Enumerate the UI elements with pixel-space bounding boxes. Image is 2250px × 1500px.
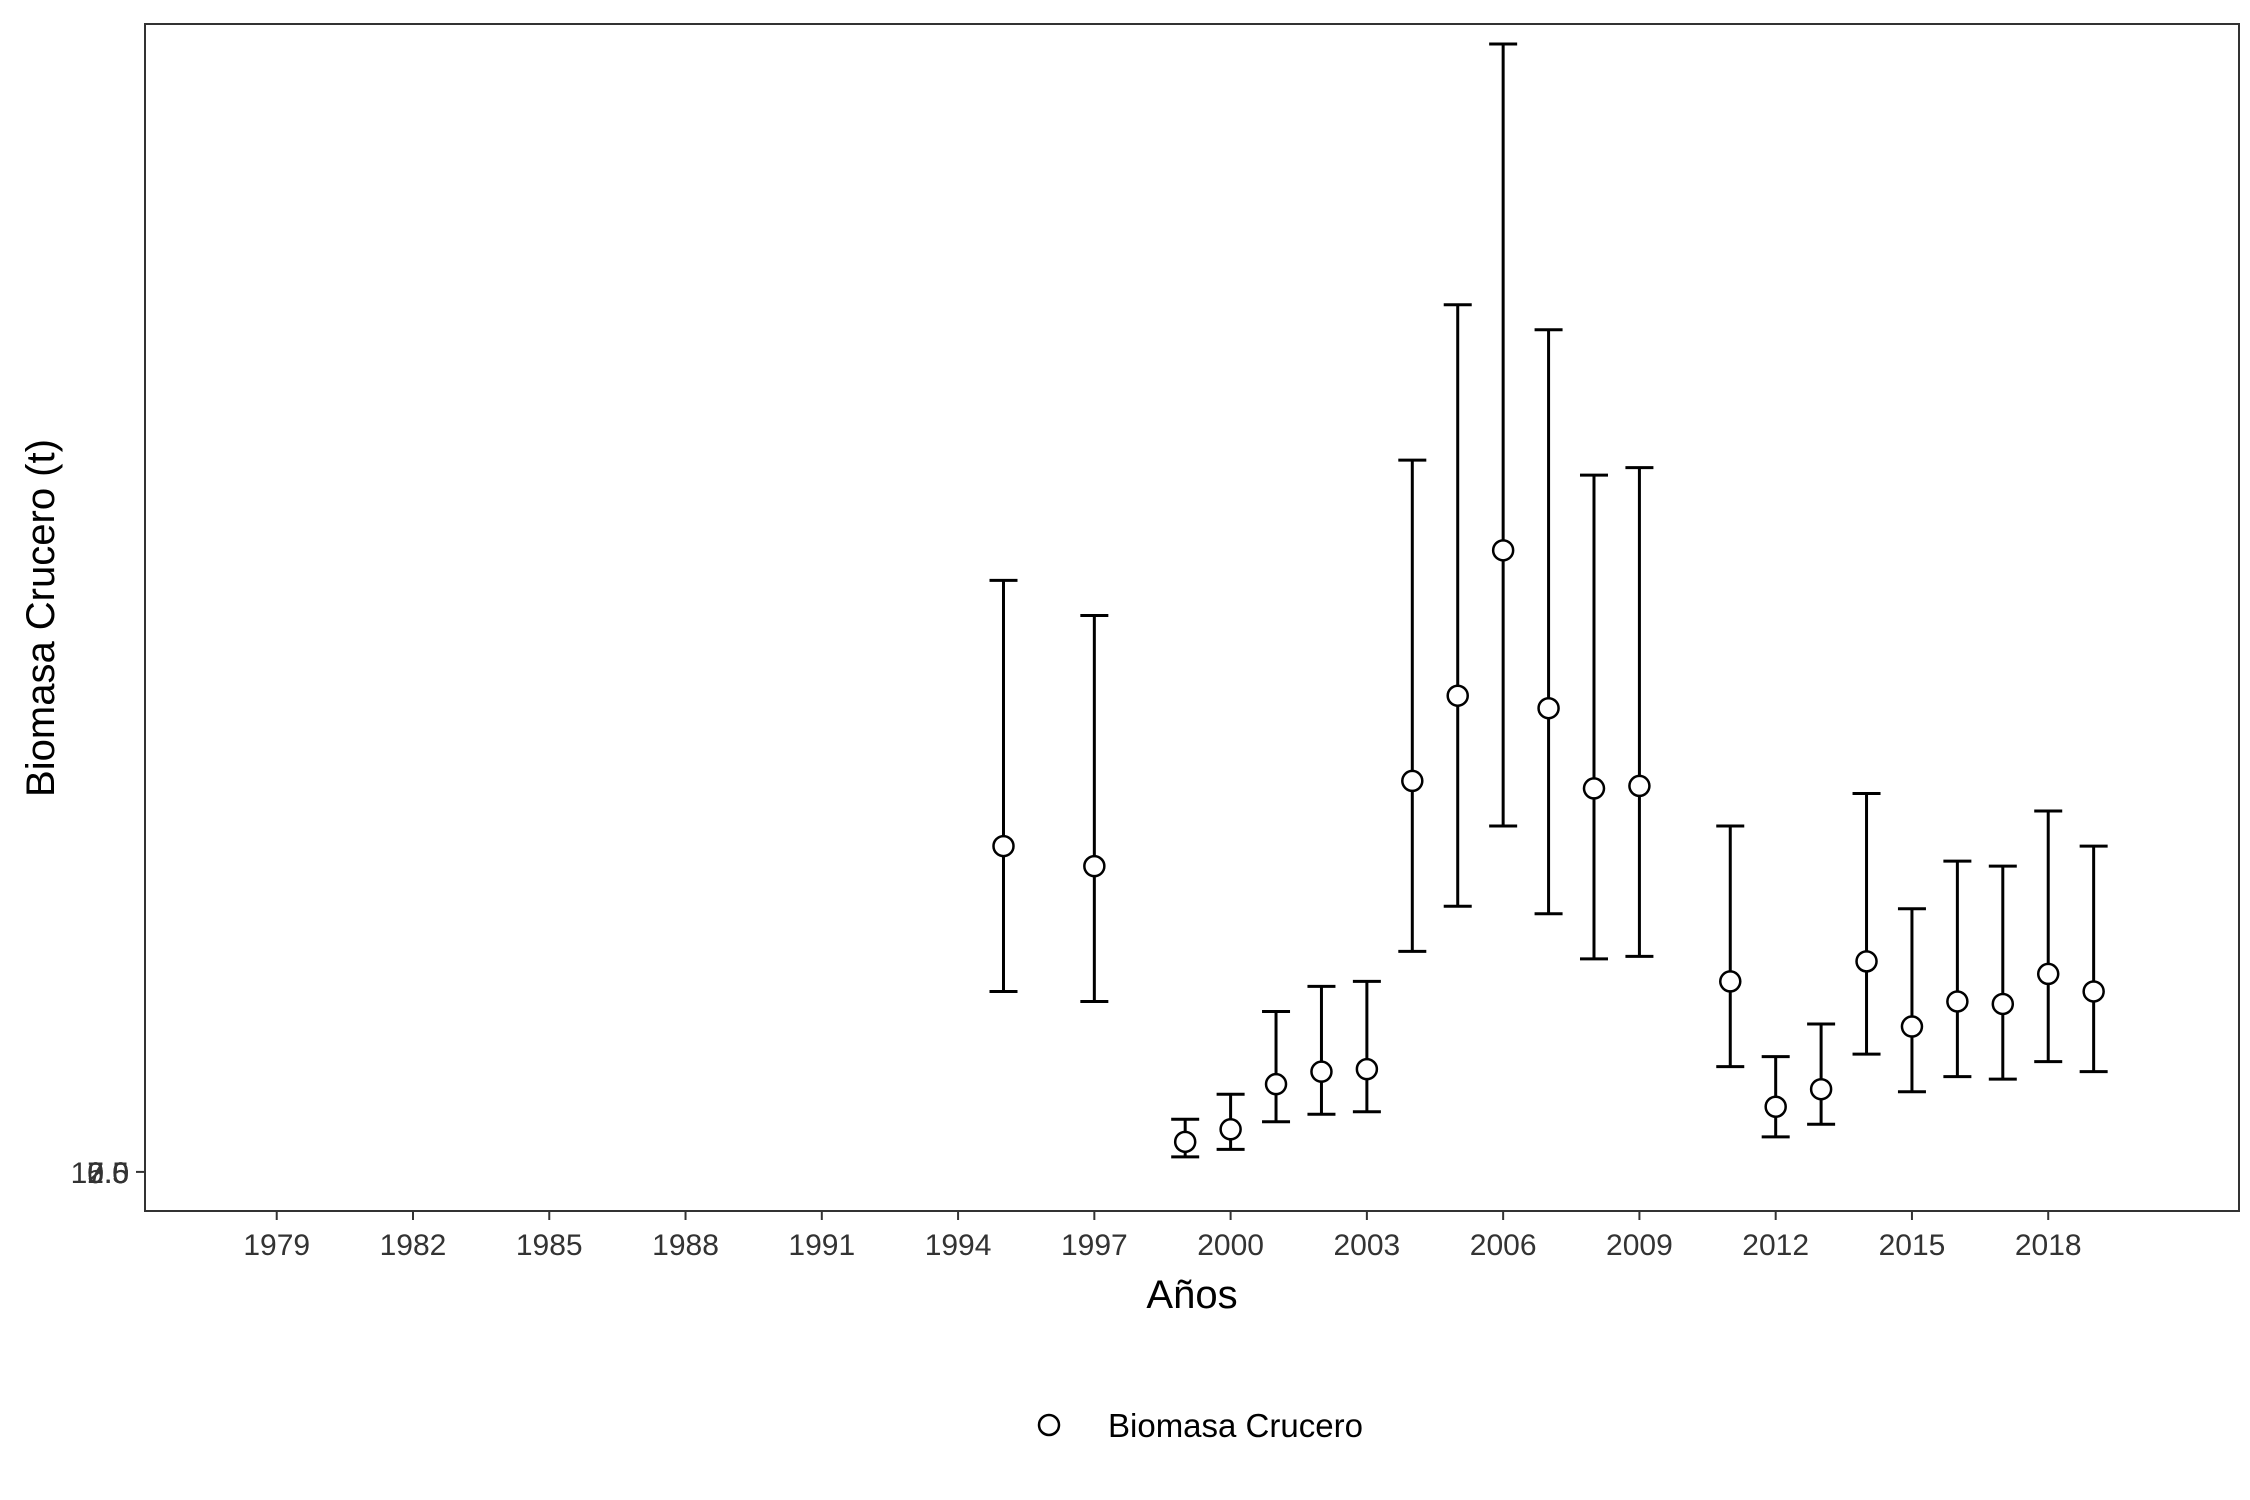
data-point: [1491, 539, 1515, 562]
error-bar: [1443, 303, 1472, 908]
x-axis-title: Años: [1146, 1273, 1237, 1317]
x-tick-label: 2000: [1197, 1229, 1264, 1262]
data-point: [1083, 854, 1106, 878]
data-point: [1991, 992, 2015, 1016]
x-tick-label: 2006: [1470, 1229, 1537, 1262]
x-tick-label: 1988: [652, 1229, 719, 1262]
error-bar: [1489, 42, 1518, 828]
data-point: [1537, 696, 1560, 720]
y-axis-title: Biomasa Crucero (t): [19, 439, 63, 797]
y-tick-label: 7.5: [87, 1157, 129, 1190]
data-point: [2036, 962, 2060, 986]
data-marks: [989, 42, 2108, 1159]
x-tick-label: 1979: [243, 1229, 310, 1262]
error-bar: [1352, 979, 1381, 1114]
error-bar: [2034, 809, 2063, 1064]
error-bar: [2079, 844, 2108, 1074]
legend: Biomasa Crucero: [1037, 1407, 1363, 1444]
error-bar: [1534, 328, 1563, 916]
x-tick-label: 1997: [1061, 1229, 1128, 1262]
error-bar: [1307, 984, 1336, 1116]
error-bar: [1988, 864, 2017, 1081]
x-tick-label: 1994: [925, 1229, 992, 1262]
error-bar: [1761, 1055, 1790, 1139]
data-point: [1719, 970, 1742, 993]
error-bar: [1262, 1009, 1291, 1124]
error-bar: [1943, 859, 1972, 1079]
data-point: [1855, 950, 1878, 973]
data-point: [1764, 1095, 1787, 1118]
y-tick-label: 0.0: [87, 1157, 129, 1190]
data-point: [1946, 990, 1969, 1013]
legend-key-marker: [1037, 1413, 1061, 1437]
data-point: [1401, 769, 1424, 793]
data-point: [1219, 1118, 1242, 1141]
legend-label: Biomasa Crucero: [1108, 1407, 1363, 1444]
data-point: [1900, 1015, 1924, 1038]
data-point: [1582, 777, 1606, 800]
plot-background: [145, 24, 2239, 1211]
error-bar: [1852, 791, 1881, 1056]
error-bar: [1398, 458, 1427, 953]
data-point: [1173, 1130, 1197, 1154]
y-tick-label: 10.0: [71, 1157, 129, 1190]
error-bar: [1807, 1022, 1836, 1126]
data-point: [1628, 774, 1651, 798]
y-tick-label: 2.5: [87, 1157, 129, 1190]
error-bar: [1716, 824, 1745, 1069]
x-tick-label: 2015: [1879, 1229, 1946, 1262]
data-point: [1355, 1057, 1379, 1081]
error-bar: [1216, 1092, 1245, 1151]
data-point: [1310, 1060, 1333, 1083]
x-tick-label: 2012: [1742, 1229, 1809, 1262]
y-axis-ticks: 0.02.55.07.510.0: [71, 1157, 145, 1190]
error-bar: [1579, 473, 1608, 961]
error-bar: [1080, 613, 1109, 1003]
x-tick-label: 1985: [516, 1229, 583, 1262]
data-point: [1264, 1072, 1288, 1096]
error-bar: [1897, 907, 1926, 1094]
data-point: [1446, 684, 1469, 707]
error-bar: [989, 578, 1018, 993]
x-tick-label: 2018: [2015, 1229, 2082, 1262]
x-axis-ticks: 1979 1982 1985 1988 1991 1994 1997 2000 2003 2006…: [243, 1211, 2082, 1262]
x-tick-label: 2009: [1606, 1229, 1673, 1262]
x-tick-label: 2003: [1334, 1229, 1401, 1262]
x-tick-label: 1982: [380, 1229, 447, 1262]
data-point: [2082, 980, 2105, 1003]
x-tick-label: 1991: [788, 1229, 855, 1262]
data-point: [1809, 1077, 1833, 1101]
error-bar: [1625, 466, 1654, 958]
y-tick-label: 5.0: [87, 1157, 129, 1190]
plot-border: [144, 23, 2240, 1212]
error-bar: [1171, 1117, 1200, 1159]
data-point: [992, 834, 1015, 858]
